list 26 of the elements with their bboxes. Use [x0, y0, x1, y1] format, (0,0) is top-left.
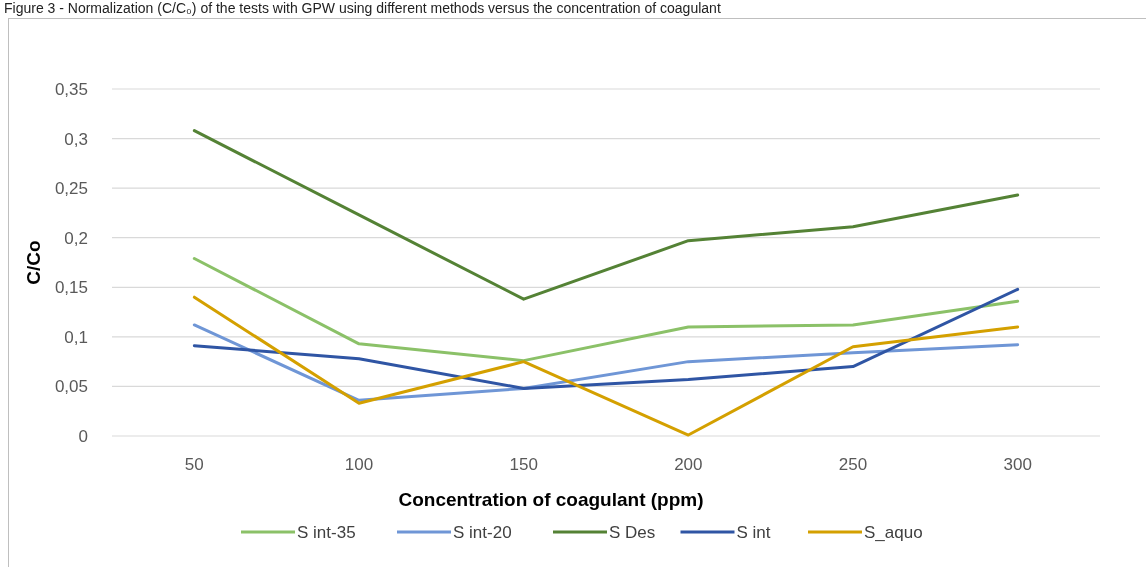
- y-tick-label: 0,05: [54, 377, 88, 397]
- y-tick-label: 0: [78, 426, 88, 446]
- legend-label: S int: [736, 522, 771, 542]
- y-tick-label: 0,2: [64, 228, 88, 248]
- line-series: [192, 257, 1020, 363]
- x-tick-label: 200: [674, 455, 703, 474]
- y-tick-label: 0,15: [54, 278, 88, 298]
- y-tick-label: 0,3: [64, 129, 88, 149]
- x-tick-label: 100: [344, 455, 374, 474]
- legend-label: S int-35: [297, 522, 356, 542]
- legend-label: S Des: [609, 522, 656, 542]
- line-series: [192, 129, 1020, 301]
- x-tick-label: 250: [838, 455, 868, 474]
- x-tick-label: 50: [184, 455, 204, 474]
- legend-label: S int-20: [453, 522, 512, 542]
- y-tick-label: 0,1: [64, 327, 88, 347]
- y-tick-label: 0,35: [54, 79, 88, 99]
- chart-title: Figure 3 - Normalization (C/C₀) of the tests with GPW using different methods versus the concentration of coagulant: [4, 0, 721, 16]
- legend-label: S_aquo: [864, 522, 923, 542]
- y-tick-label: 0,25: [54, 179, 88, 199]
- x-tick-label: 300: [1003, 455, 1032, 474]
- line-series: [192, 295, 1020, 437]
- line-series: [192, 287, 1020, 390]
- y-axis-title: C/Co: [23, 240, 44, 285]
- x-axis-title: Concentration of coagulant (ppm): [398, 489, 704, 510]
- x-tick-label: 150: [509, 455, 538, 474]
